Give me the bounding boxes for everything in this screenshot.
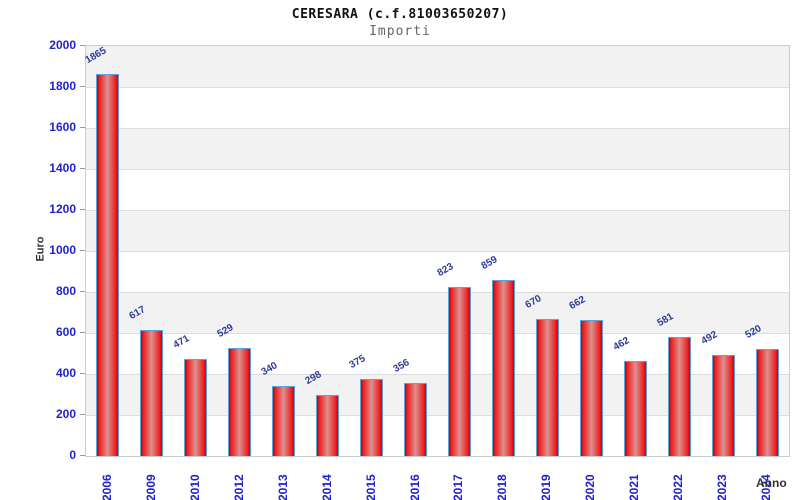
y-tick-mark [80, 455, 85, 456]
bar [96, 73, 120, 456]
bar [447, 287, 471, 456]
bar [360, 379, 384, 456]
x-tick-label: 2023 [715, 474, 730, 500]
x-axis-title: Anno [756, 476, 787, 490]
bar [535, 318, 559, 456]
bar [228, 347, 252, 456]
bar [404, 383, 428, 456]
x-tick-label: 2009 [143, 474, 158, 500]
y-tick-label: 1400 [49, 161, 76, 175]
bar [491, 279, 515, 456]
x-tick-label: 2020 [583, 474, 598, 500]
chart-subtitle: Importi [369, 24, 431, 39]
y-tick-label: 600 [55, 325, 76, 339]
y-tick-label: 1600 [49, 120, 76, 134]
y-tick-mark [80, 45, 85, 46]
x-tick-label: 2019 [539, 474, 554, 500]
x-tick-label: 2010 [187, 474, 202, 500]
y-tick-mark [80, 291, 85, 292]
y-tick-label: 1200 [49, 202, 76, 216]
gridline [86, 374, 789, 375]
bar [755, 349, 779, 456]
y-tick-mark [80, 250, 85, 251]
y-tick-mark [80, 332, 85, 333]
bar [316, 394, 340, 456]
x-tick-label: 2017 [451, 474, 466, 500]
y-tick-mark [80, 373, 85, 374]
y-tick-label: 0 [69, 448, 76, 462]
bar [579, 320, 603, 456]
bar [667, 336, 691, 456]
gridline [86, 169, 789, 170]
y-tick-label: 1000 [49, 243, 76, 257]
y-tick-mark [80, 127, 85, 128]
bar [623, 361, 647, 456]
y-axis-title: Euro [34, 236, 47, 262]
x-tick-label: 2016 [407, 474, 422, 500]
plot-area [85, 45, 790, 457]
x-tick-label: 2014 [319, 474, 334, 500]
y-tick-mark [80, 168, 85, 169]
gridline [86, 333, 789, 334]
y-tick-label: 400 [55, 366, 76, 380]
gridline [86, 415, 789, 416]
bar [184, 359, 208, 456]
y-tick-label: 200 [55, 407, 76, 421]
y-tick-mark [80, 209, 85, 210]
y-tick-label: 2000 [49, 38, 76, 52]
x-tick-label: 2015 [363, 474, 378, 500]
x-tick-label: 2013 [275, 474, 290, 500]
x-tick-label: 2012 [231, 474, 246, 500]
y-tick-mark [80, 86, 85, 87]
y-tick-mark [80, 414, 85, 415]
gridline [86, 292, 789, 293]
gridline [86, 128, 789, 129]
y-tick-label: 1800 [49, 79, 76, 93]
bar [272, 386, 296, 456]
x-tick-label: 2006 [99, 474, 114, 500]
chart-title: CERESARA (c.f.81003650207) [291, 7, 509, 22]
bar [140, 329, 164, 456]
y-tick-label: 800 [55, 284, 76, 298]
bar [711, 355, 735, 456]
gridline [86, 251, 789, 252]
x-tick-label: 2018 [495, 474, 510, 500]
gridline [86, 210, 789, 211]
x-tick-label: 2022 [671, 474, 686, 500]
gridline [86, 87, 789, 88]
x-tick-label: 2021 [627, 474, 642, 500]
